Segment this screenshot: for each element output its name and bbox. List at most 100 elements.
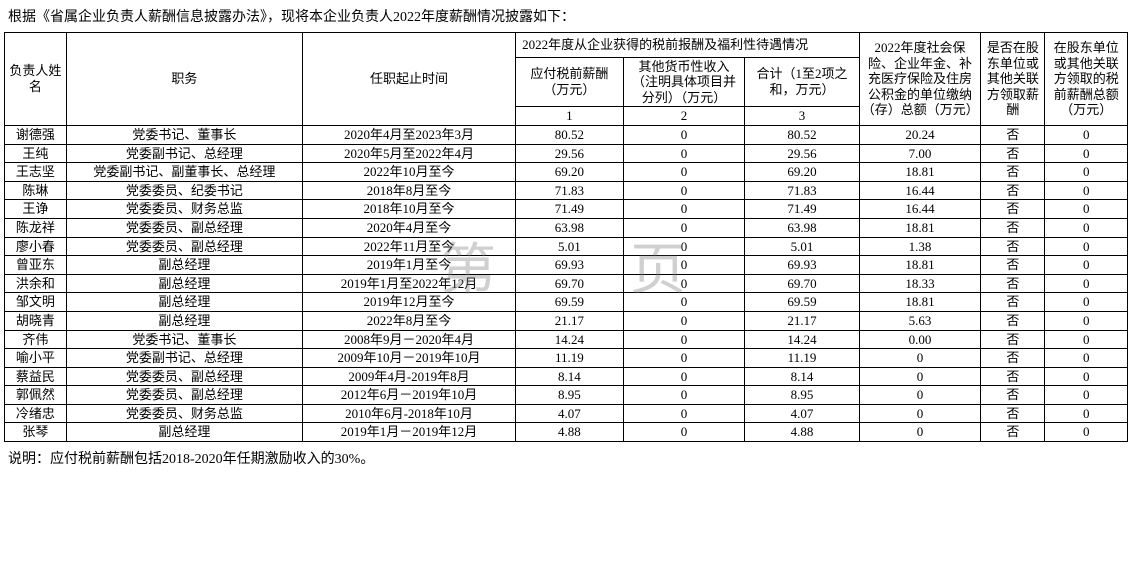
cell-name: 洪余和 [5, 274, 67, 293]
cell-c3: 21.17 [745, 311, 860, 330]
cell-term: 2022年10月至今 [302, 163, 515, 182]
cell-c6: 0 [1045, 237, 1128, 256]
cell-c1: 4.07 [516, 404, 624, 423]
cell-c3: 29.56 [745, 144, 860, 163]
table-row: 喻小平党委副书记、总经理2009年10月－2019年10月11.19011.19… [5, 349, 1128, 368]
cell-c3: 4.88 [745, 423, 860, 442]
intro-text: 根据《省属企业负责人薪酬信息披露办法》，现将本企业负责人2022年度薪酬情况披露… [4, 4, 1128, 32]
cell-term: 2018年10月至今 [302, 200, 515, 219]
header-c1-num: 1 [516, 107, 624, 126]
cell-c2: 0 [623, 218, 744, 237]
cell-c1: 69.59 [516, 293, 624, 312]
cell-term: 2020年4月至今 [302, 218, 515, 237]
table-row: 邹文明副总经理2019年12月至今69.59069.5918.81否0 [5, 293, 1128, 312]
cell-term: 2019年12月至今 [302, 293, 515, 312]
cell-c5: 否 [981, 237, 1045, 256]
table-row: 郭佩然党委委员、副总经理2012年6月－2019年10月8.9508.950否0 [5, 386, 1128, 405]
cell-c3: 71.49 [745, 200, 860, 219]
cell-c5: 否 [981, 256, 1045, 275]
header-c5: 是否在股东单位或其他关联方领取薪酬 [981, 33, 1045, 126]
table-row: 齐伟党委书记、董事长2008年9月－2020年4月14.24014.240.00… [5, 330, 1128, 349]
table-row: 曾亚东副总经理2019年1月至今69.93069.9318.81否0 [5, 256, 1128, 275]
cell-c3: 8.14 [745, 367, 860, 386]
cell-c1: 71.49 [516, 200, 624, 219]
cell-c4: 18.81 [859, 256, 980, 275]
cell-c3: 69.70 [745, 274, 860, 293]
cell-c6: 0 [1045, 293, 1128, 312]
cell-c3: 63.98 [745, 218, 860, 237]
header-name: 负责人姓名 [5, 33, 67, 126]
cell-term: 2010年6月-2018年10月 [302, 404, 515, 423]
cell-c2: 0 [623, 404, 744, 423]
cell-c6: 0 [1045, 144, 1128, 163]
cell-name: 陈琳 [5, 181, 67, 200]
cell-c2: 0 [623, 181, 744, 200]
table-row: 蔡益民党委委员、副总经理2009年4月-2019年8月8.1408.140否0 [5, 367, 1128, 386]
table-row: 张琴副总经理2019年1月－2019年12月4.8804.880否0 [5, 423, 1128, 442]
cell-c1: 29.56 [516, 144, 624, 163]
cell-c4: 5.63 [859, 311, 980, 330]
cell-term: 2020年5月至2022年4月 [302, 144, 515, 163]
header-c3-num: 3 [745, 107, 860, 126]
cell-c5: 否 [981, 293, 1045, 312]
cell-c3: 11.19 [745, 349, 860, 368]
table-row: 王纯党委副书记、总经理2020年5月至2022年4月29.56029.567.0… [5, 144, 1128, 163]
cell-term: 2022年8月至今 [302, 311, 515, 330]
cell-c6: 0 [1045, 125, 1128, 144]
cell-position: 党委书记、董事长 [66, 125, 302, 144]
cell-c4: 20.24 [859, 125, 980, 144]
table-header: 负责人姓名 职务 任职起止时间 2022年度从企业获得的税前报酬及福利性待遇情况… [5, 33, 1128, 126]
cell-c5: 否 [981, 144, 1045, 163]
cell-c4: 1.38 [859, 237, 980, 256]
cell-c4: 0.00 [859, 330, 980, 349]
cell-c6: 0 [1045, 367, 1128, 386]
cell-c3: 69.59 [745, 293, 860, 312]
cell-c2: 0 [623, 256, 744, 275]
cell-c1: 80.52 [516, 125, 624, 144]
cell-c2: 0 [623, 274, 744, 293]
header-c6: 在股东单位或其他关联方领取的税前薪酬总额（万元） [1045, 33, 1128, 126]
cell-c5: 否 [981, 200, 1045, 219]
cell-c4: 0 [859, 423, 980, 442]
cell-position: 党委委员、财务总监 [66, 404, 302, 423]
cell-c6: 0 [1045, 274, 1128, 293]
header-c2: 其他货币性收入（注明具体项目并分列）（万元） [623, 57, 744, 107]
cell-c1: 69.70 [516, 274, 624, 293]
cell-c2: 0 [623, 330, 744, 349]
header-c4: 2022年度社会保险、企业年金、补充医疗保险及住房公积金的单位缴纳（存）总额（万… [859, 33, 980, 126]
cell-position: 党委副书记、总经理 [66, 349, 302, 368]
cell-name: 蔡益民 [5, 367, 67, 386]
cell-c1: 71.83 [516, 181, 624, 200]
cell-position: 党委副书记、总经理 [66, 144, 302, 163]
cell-name: 谢德强 [5, 125, 67, 144]
cell-term: 2008年9月－2020年4月 [302, 330, 515, 349]
header-term: 任职起止时间 [302, 33, 515, 126]
header-c1: 应付税前薪酬（万元） [516, 57, 624, 107]
cell-term: 2012年6月－2019年10月 [302, 386, 515, 405]
table-row: 胡晓青副总经理2022年8月至今21.17021.175.63否0 [5, 311, 1128, 330]
cell-position: 副总经理 [66, 274, 302, 293]
cell-position: 党委委员、副总经理 [66, 218, 302, 237]
cell-c2: 0 [623, 367, 744, 386]
table-row: 陈龙祥党委委员、副总经理2020年4月至今63.98063.9818.81否0 [5, 218, 1128, 237]
cell-c6: 0 [1045, 404, 1128, 423]
cell-c1: 69.20 [516, 163, 624, 182]
cell-name: 王诤 [5, 200, 67, 219]
cell-c4: 0 [859, 349, 980, 368]
cell-name: 张琴 [5, 423, 67, 442]
cell-c6: 0 [1045, 330, 1128, 349]
cell-c1: 63.98 [516, 218, 624, 237]
cell-term: 2019年1月至2022年12月 [302, 274, 515, 293]
table-row: 王诤党委委员、财务总监2018年10月至今71.49071.4916.44否0 [5, 200, 1128, 219]
cell-position: 党委委员、财务总监 [66, 200, 302, 219]
cell-position: 副总经理 [66, 293, 302, 312]
cell-c4: 16.44 [859, 200, 980, 219]
compensation-table: 负责人姓名 职务 任职起止时间 2022年度从企业获得的税前报酬及福利性待遇情况… [4, 32, 1128, 442]
table-row: 陈琳党委委员、纪委书记2018年8月至今71.83071.8316.44否0 [5, 181, 1128, 200]
cell-c1: 11.19 [516, 349, 624, 368]
cell-c4: 16.44 [859, 181, 980, 200]
cell-c3: 14.24 [745, 330, 860, 349]
cell-c6: 0 [1045, 163, 1128, 182]
table-row: 谢德强党委书记、董事长2020年4月至2023年3月80.52080.5220.… [5, 125, 1128, 144]
cell-c1: 21.17 [516, 311, 624, 330]
